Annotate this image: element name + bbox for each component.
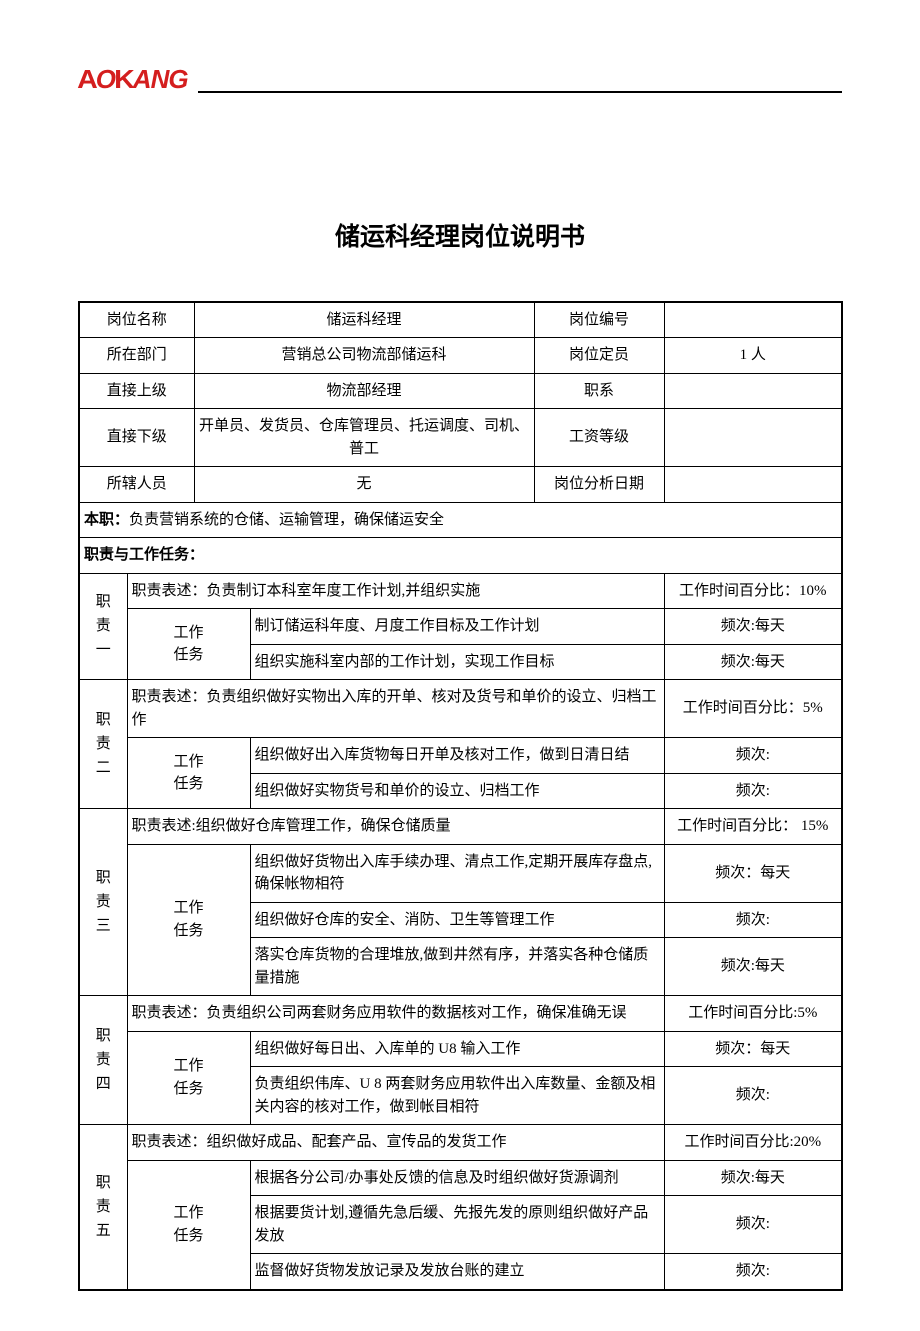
- resp-5-task-1-row: 工作任务 根据各分公司/办事处反馈的信息及时组织做好货源调剂 频次:每天: [79, 1160, 842, 1196]
- label-analysis-date: 岗位分析日期: [534, 467, 664, 503]
- resp-2-label: 职责二: [79, 680, 127, 809]
- header-divider-line: [198, 91, 842, 93]
- responsibilities-section-header: 职责与工作任务：: [79, 538, 842, 574]
- resp-5-task-1-freq: 频次:每天: [664, 1160, 842, 1196]
- resp-5-task-label: 工作任务: [127, 1160, 250, 1290]
- resp-1-desc: 职责表述：负责制订本科室年度工作计划,并组织实施: [127, 573, 664, 609]
- resp-1-task-1-freq: 频次:每天: [664, 609, 842, 645]
- value-staff: 无: [194, 467, 534, 503]
- page-header: AOKANG: [78, 60, 842, 99]
- info-row-superior: 直接上级 物流部经理 职系: [79, 373, 842, 409]
- resp-4-pct: 工作时间百分比:5%: [664, 996, 842, 1032]
- info-row-department: 所在部门 营销总公司物流部储运科 岗位定员 1 人: [79, 338, 842, 374]
- resp-5-pct: 工作时间百分比:20%: [664, 1125, 842, 1161]
- resp-4-task-label: 工作任务: [127, 1031, 250, 1125]
- resp-3-task-label: 工作任务: [127, 844, 250, 996]
- label-staff: 所辖人员: [79, 467, 194, 503]
- resp-4-desc-row: 职责四 职责表述：负责组织公司两套财务应用软件的数据核对工作，确保准确无误 工作…: [79, 996, 842, 1032]
- label-superior: 直接上级: [79, 373, 194, 409]
- resp-2-task-1-row: 工作任务 组织做好出入库货物每日开单及核对工作，做到日清日结 频次:: [79, 738, 842, 774]
- label-salary-grade: 工资等级: [534, 409, 664, 467]
- resp-3-desc-row: 职责三 职责表述:组织做好仓库管理工作，确保仓储质量 工作时间百分比： 15%: [79, 809, 842, 845]
- label-job-series: 职系: [534, 373, 664, 409]
- resp-1-task-1-row: 工作任务 制订储运科年度、月度工作目标及工作计划 频次:每天: [79, 609, 842, 645]
- resp-5-task-2-text: 根据要货计划,遵循先急后缓、先报先发的原则组织做好产品发放: [250, 1196, 664, 1254]
- value-headcount: 1 人: [664, 338, 842, 374]
- resp-3-label: 职责三: [79, 809, 127, 996]
- resp-2-pct: 工作时间百分比：5%: [664, 680, 842, 738]
- main-duty-label: 本职：: [84, 511, 129, 528]
- value-position-code: [664, 302, 842, 338]
- value-job-series: [664, 373, 842, 409]
- info-row-position-name: 岗位名称 储运科经理 岗位编号: [79, 302, 842, 338]
- resp-3-task-1-row: 工作任务 组织做好货物出入库手续办理、清点工作,定期开展库存盘点,确保帐物相符 …: [79, 844, 842, 902]
- resp-4-task-1-text: 组织做好每日出、入库单的 U8 输入工作: [250, 1031, 664, 1067]
- resp-1-task-1-text: 制订储运科年度、月度工作目标及工作计划: [250, 609, 664, 645]
- resp-5-label: 职责五: [79, 1125, 127, 1290]
- resp-4-task-1-freq: 频次：每天: [664, 1031, 842, 1067]
- resp-2-task-2-freq: 频次:: [664, 773, 842, 809]
- resp-1-desc-row: 职责一 职责表述：负责制订本科室年度工作计划,并组织实施 工作时间百分比：10%: [79, 573, 842, 609]
- resp-3-task-3-text: 落实仓库货物的合理堆放,做到井然有序，并落实各种仓储质量措施: [250, 938, 664, 996]
- resp-3-task-1-freq: 频次：每天: [664, 844, 842, 902]
- resp-2-desc-row: 职责二 职责表述：负责组织做好实物出入库的开单、核对及货号和单价的设立、归档工作…: [79, 680, 842, 738]
- label-position-name: 岗位名称: [79, 302, 194, 338]
- job-description-table: 岗位名称 储运科经理 岗位编号 所在部门 营销总公司物流部储运科 岗位定员 1 …: [78, 301, 843, 1291]
- value-position-name: 储运科经理: [194, 302, 534, 338]
- resp-5-task-1-text: 根据各分公司/办事处反馈的信息及时组织做好货源调剂: [250, 1160, 664, 1196]
- resp-5-task-3-freq: 频次:: [664, 1254, 842, 1290]
- main-duty-cell: 本职：负责营销系统的仓储、运输管理，确保储运安全: [79, 502, 842, 538]
- resp-3-task-3-freq: 频次:每天: [664, 938, 842, 996]
- value-analysis-date: [664, 467, 842, 503]
- info-row-staff: 所辖人员 无 岗位分析日期: [79, 467, 842, 503]
- resp-1-pct: 工作时间百分比：10%: [664, 573, 842, 609]
- resp-3-task-2-freq: 频次:: [664, 902, 842, 938]
- resp-5-desc-row: 职责五 职责表述：组织做好成品、配套产品、宣传品的发货工作 工作时间百分比:20…: [79, 1125, 842, 1161]
- resp-4-label: 职责四: [79, 996, 127, 1125]
- resp-1-task-2-freq: 频次:每天: [664, 644, 842, 680]
- label-position-code: 岗位编号: [534, 302, 664, 338]
- value-superior: 物流部经理: [194, 373, 534, 409]
- resp-2-task-1-text: 组织做好出入库货物每日开单及核对工作，做到日清日结: [250, 738, 664, 774]
- info-row-subordinate: 直接下级 开单员、发货员、仓库管理员、托运调度、司机、普工 工资等级: [79, 409, 842, 467]
- resp-3-pct: 工作时间百分比： 15%: [664, 809, 842, 845]
- resp-5-desc: 职责表述：组织做好成品、配套产品、宣传品的发货工作: [127, 1125, 664, 1161]
- resp-5-task-3-text: 监督做好货物发放记录及发放台账的建立: [250, 1254, 664, 1290]
- resp-5-task-2-freq: 频次:: [664, 1196, 842, 1254]
- resp-3-task-2-text: 组织做好仓库的安全、消防、卫生等管理工作: [250, 902, 664, 938]
- label-headcount: 岗位定员: [534, 338, 664, 374]
- value-department: 营销总公司物流部储运科: [194, 338, 534, 374]
- resp-2-task-label: 工作任务: [127, 738, 250, 809]
- document-title: 储运科经理岗位说明书: [78, 219, 842, 257]
- resp-3-desc: 职责表述:组织做好仓库管理工作，确保仓储质量: [127, 809, 664, 845]
- value-salary-grade: [664, 409, 842, 467]
- label-department: 所在部门: [79, 338, 194, 374]
- resp-2-task-2-text: 组织做好实物货号和单价的设立、归档工作: [250, 773, 664, 809]
- main-duty-text: 负责营销系统的仓储、运输管理，确保储运安全: [129, 512, 444, 528]
- value-subordinate: 开单员、发货员、仓库管理员、托运调度、司机、普工: [194, 409, 534, 467]
- resp-4-desc: 职责表述：负责组织公司两套财务应用软件的数据核对工作，确保准确无误: [127, 996, 664, 1032]
- resp-1-task-2-text: 组织实施科室内部的工作计划，实现工作目标: [250, 644, 664, 680]
- main-duty-row: 本职：负责营销系统的仓储、运输管理，确保储运安全: [79, 502, 842, 538]
- brand-logo: AOKANG: [78, 60, 188, 99]
- responsibilities-section-row: 职责与工作任务：: [79, 538, 842, 574]
- resp-1-task-label: 工作任务: [127, 609, 250, 680]
- resp-2-desc: 职责表述：负责组织做好实物出入库的开单、核对及货号和单价的设立、归档工作: [127, 680, 664, 738]
- resp-2-task-1-freq: 频次:: [664, 738, 842, 774]
- label-subordinate: 直接下级: [79, 409, 194, 467]
- resp-4-task-2-text: 负责组织伟库、U 8 两套财务应用软件出入库数量、金额及相关内容的核对工作，做到…: [250, 1067, 664, 1125]
- resp-4-task-1-row: 工作任务 组织做好每日出、入库单的 U8 输入工作 频次：每天: [79, 1031, 842, 1067]
- resp-4-task-2-freq: 频次:: [664, 1067, 842, 1125]
- resp-3-task-1-text: 组织做好货物出入库手续办理、清点工作,定期开展库存盘点,确保帐物相符: [250, 844, 664, 902]
- resp-1-label: 职责一: [79, 573, 127, 680]
